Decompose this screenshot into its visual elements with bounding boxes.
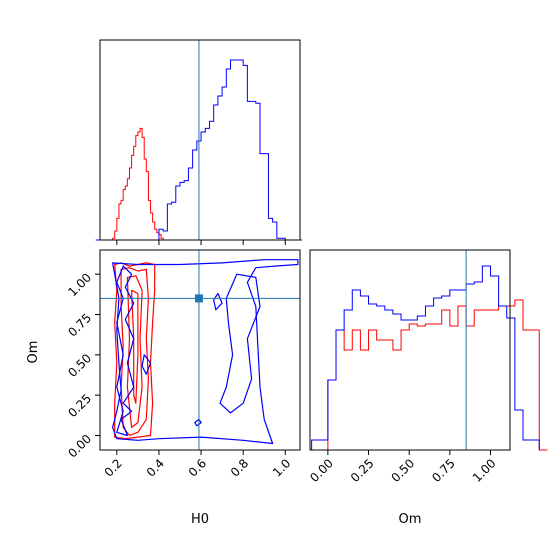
axes-frame-contour [99, 249, 301, 451]
contour-xtick-label-4: 1.0 [270, 456, 293, 479]
axes-frame-h0-hist [99, 39, 301, 241]
hist-om-xtick-label-3: 0.75 [429, 456, 458, 485]
axes-frame-om-hist [309, 249, 511, 451]
contour-xtick-label-1: 0.4 [144, 456, 167, 479]
x-axis-label-om: Om [399, 512, 422, 527]
x-axis-label-h0: H0 [191, 512, 209, 527]
contour-xtick-label-3: 0.8 [228, 456, 251, 479]
contour-line-4 [111, 259, 299, 445]
y-axis-label-om: Om [26, 341, 41, 364]
truth-marker [194, 294, 203, 303]
contour-line-7 [141, 354, 152, 375]
contour-ytick-label-4: 1.00 [65, 270, 94, 299]
contour-line-5 [219, 273, 261, 414]
contour-line-9 [194, 418, 202, 427]
contour-line-1 [120, 267, 149, 437]
contour-line-2 [126, 275, 143, 428]
hist-om-series-1 [311, 265, 540, 450]
contour-line-3 [131, 289, 139, 404]
histogram-panel-h0 [95, 39, 303, 245]
contour-ytick-label-1: 0.25 [65, 391, 94, 420]
contour-line-6 [116, 265, 135, 437]
hist-om-xtick-label-0: 0.00 [307, 456, 336, 485]
hist-h0-series-0 [95, 127, 180, 241]
hist-om-xtick-label-4: 1.00 [470, 456, 499, 485]
contour-ytick-label-3: 0.75 [65, 311, 94, 340]
contour-ytick-label-2: 0.50 [65, 351, 94, 380]
contour-xtick-label-0: 0.2 [102, 456, 125, 479]
hist-om-xtick-label-1: 0.25 [348, 456, 377, 485]
contour-panel-h0-om: 0.2 0.4 0.6 0.8 1.0 0.000.250.500.751.00 H0 … [26, 249, 301, 527]
contour-ytick-label-0: 0.00 [65, 432, 94, 461]
hist-om-xtick-label-2: 0.50 [389, 456, 418, 485]
histogram-panel-om: 0.00 0.25 0.50 0.75 1.00 Om [307, 249, 548, 527]
contour-line-8 [213, 292, 223, 311]
contour-xtick-label-2: 0.6 [186, 456, 209, 479]
